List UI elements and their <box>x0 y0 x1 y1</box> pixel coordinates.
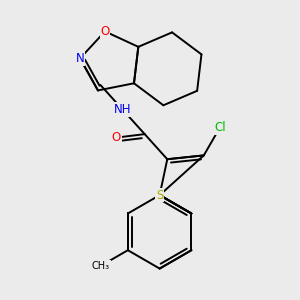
Text: Cl: Cl <box>214 121 226 134</box>
Text: O: O <box>100 25 109 38</box>
Text: N: N <box>76 52 84 65</box>
Text: S: S <box>156 189 163 202</box>
Text: O: O <box>112 131 121 144</box>
Text: CH₃: CH₃ <box>92 261 110 271</box>
Text: NH: NH <box>114 103 131 116</box>
